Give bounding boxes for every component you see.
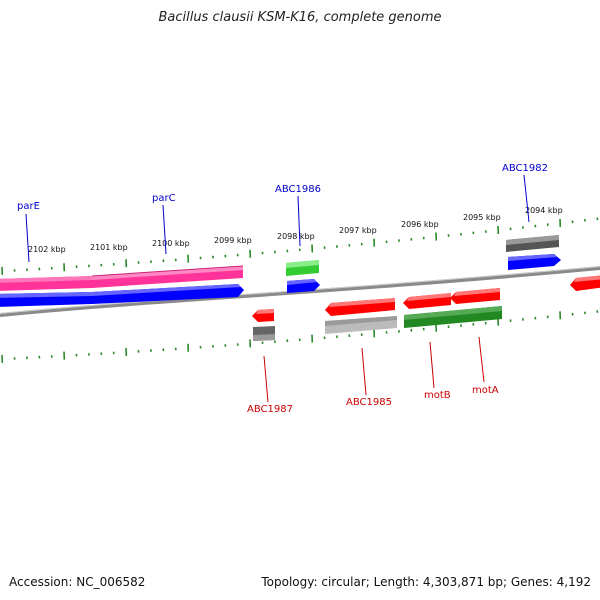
gene-parC[interactable] [91, 265, 244, 288]
scale-label: 2095 kbp [463, 213, 501, 222]
gene-label-parC[interactable]: parC [152, 193, 176, 204]
map-title: Bacillus clausii KSM-K16, complete genom… [158, 10, 442, 25]
gene-parE[interactable] [0, 276, 92, 291]
gene-ABC1985[interactable] [325, 316, 397, 334]
forward-tick-ring [1, 217, 599, 275]
gene-label-ABC1982[interactable]: ABC1982 [502, 163, 548, 174]
gene-motB-motA[interactable] [404, 306, 502, 328]
scale-label: 2100 kbp [152, 239, 190, 248]
gene-motA-cds[interactable] [450, 288, 500, 304]
reverse-tick-ring [1, 310, 599, 363]
gene-parC-cds[interactable] [92, 284, 244, 304]
gene-label-motB[interactable]: motB [424, 390, 451, 401]
gene-ABC1987[interactable] [253, 326, 275, 341]
gene-label-ABC1985[interactable]: ABC1985 [346, 397, 392, 408]
gene-offscreen-cds[interactable] [570, 275, 600, 291]
leader-line [25, 213, 30, 263]
gene-ABC1982[interactable] [506, 235, 559, 252]
leader-line [361, 347, 367, 396]
gene-label-parE[interactable]: parE [17, 201, 40, 212]
scale-label: 2096 kbp [401, 220, 439, 229]
genome-backbone [0, 266, 600, 317]
scale-label: 2094 kbp [525, 206, 563, 215]
gene-ABC1986[interactable] [286, 260, 319, 276]
scale-label: 2098 kbp [277, 232, 315, 241]
leader-line [297, 195, 301, 247]
genome-summary-text: Topology: circular; Length: 4,303,871 bp… [261, 575, 591, 589]
genome-backbone-highlight [0, 266, 600, 314]
gene-motB-cds[interactable] [403, 293, 451, 309]
gene-ABC1982-cds[interactable] [508, 254, 561, 270]
gene-label-ABC1987[interactable]: ABC1987 [247, 404, 293, 415]
scale-label: 2097 kbp [339, 226, 377, 235]
leader-line [478, 336, 485, 383]
accession-text: Accession: NC_006582 [9, 575, 146, 589]
leader-line [162, 204, 167, 255]
leader-line [429, 341, 435, 389]
scale-label: 2102 kbp [28, 245, 66, 254]
gene-label-motA[interactable]: motA [472, 385, 499, 396]
gene-ABC1987-cds[interactable] [252, 309, 274, 322]
leader-line [263, 355, 269, 403]
gene-ABC1985-cds[interactable] [325, 298, 395, 316]
scale-label: 2101 kbp [90, 243, 128, 252]
gene-label-ABC1986[interactable]: ABC1986 [275, 184, 321, 195]
scale-label: 2099 kbp [214, 236, 252, 245]
leader-line [523, 174, 530, 223]
gene-parE-cds[interactable] [0, 292, 92, 307]
gene-ABC1986-cds[interactable] [287, 279, 320, 293]
